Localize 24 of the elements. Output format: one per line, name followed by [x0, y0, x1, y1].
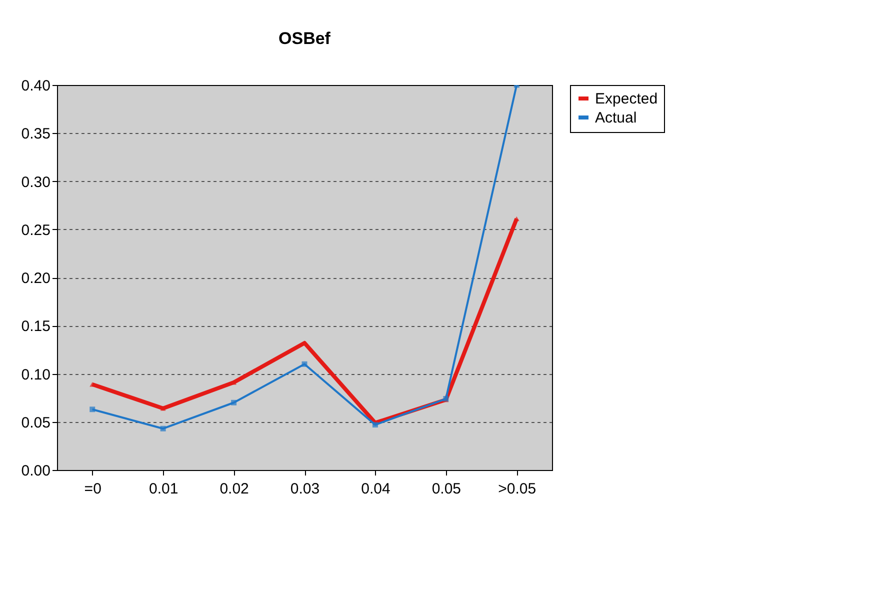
y-tick-label: 0.30 — [21, 174, 50, 191]
point — [90, 406, 96, 412]
x-tick-label: >0.05 — [498, 480, 536, 498]
y-tick-label: 0.10 — [21, 366, 50, 384]
x-tick-label: 0.05 — [432, 480, 462, 498]
x-tick-label: 0.01 — [148, 480, 178, 498]
y-tick-label: 0.20 — [21, 270, 50, 287]
legend-label: Expected — [595, 90, 658, 108]
point — [160, 406, 166, 411]
point — [302, 361, 308, 367]
point — [160, 426, 166, 432]
x-tick-label: 0.03 — [290, 480, 320, 498]
y-tick-label: 0.35 — [21, 126, 50, 143]
y-tick-label: 0.25 — [21, 222, 50, 239]
point — [231, 400, 237, 406]
x-tick-label: 0.02 — [220, 480, 249, 498]
x-tick-label: =0 — [84, 480, 102, 498]
legend-label: Actual — [595, 110, 637, 126]
y-tick-label: 0.00 — [21, 462, 50, 480]
chart-title: OSBef — [278, 29, 331, 48]
y-tick-label: 0.15 — [21, 318, 50, 336]
y-tick-label: 0.40 — [21, 78, 50, 94]
y-tick-label: 0.05 — [21, 414, 50, 432]
x-tick-label: 0.04 — [361, 480, 390, 498]
